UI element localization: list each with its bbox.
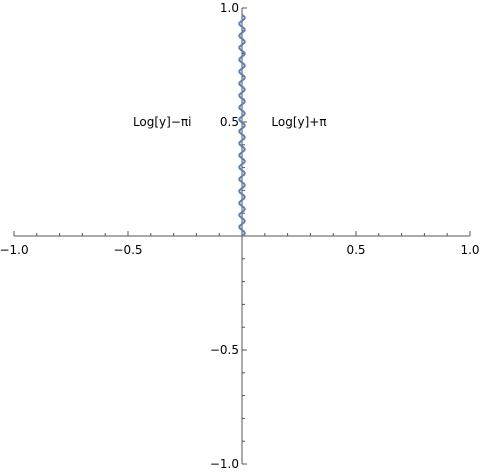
x-tick-label: −0.5 [113,243,142,257]
annotations: Log[y]−πi Log[y]+π [133,115,327,129]
x-tick-label: 0.5 [346,243,365,257]
series-layer [238,14,246,237]
annotation-label: Log[y]+π [271,115,326,129]
x-tick-label: 1.0 [460,243,479,257]
x-tick-label: −1.0 [0,243,29,257]
annotation-label: Log[y]−πi [133,115,192,129]
y-tick-label: −1.0 [210,457,239,471]
series-line [238,14,246,237]
y-tick-label: 0.5 [220,115,239,129]
y-tick-label: −0.5 [210,343,239,357]
y-tick-label: 1.0 [220,1,239,15]
